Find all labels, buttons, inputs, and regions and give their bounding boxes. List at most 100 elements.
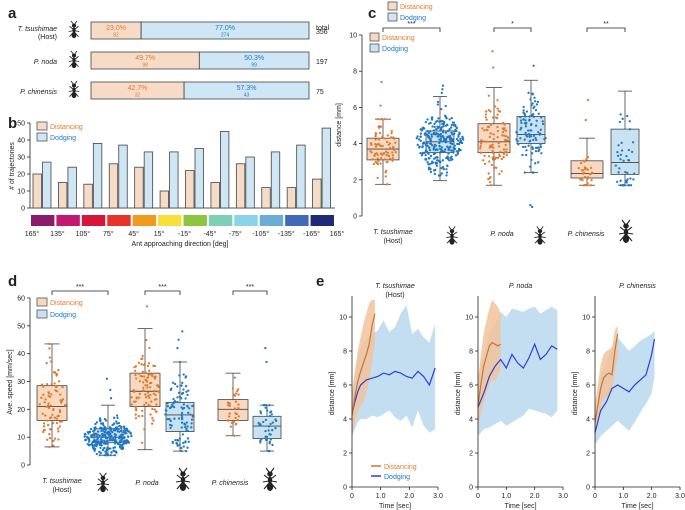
swarm-point — [527, 144, 530, 147]
c-y-tick-label: 10 — [349, 33, 357, 40]
swarm-point — [135, 377, 138, 380]
swarm-point — [89, 427, 93, 431]
swarm-point — [117, 422, 121, 425]
swarm-point — [114, 450, 118, 453]
swarm-point — [439, 127, 442, 130]
swarm-point — [536, 100, 540, 104]
swarm-point — [137, 361, 141, 364]
swarm-point — [150, 422, 154, 425]
e-dodging-line — [477, 342, 558, 408]
ant-icon — [96, 472, 110, 493]
swarm-point — [389, 136, 393, 139]
ant-antennae — [70, 50, 78, 55]
b-y-tick-label: 20 — [17, 172, 25, 179]
swarm-point — [488, 146, 492, 149]
swarm-point — [47, 423, 50, 427]
swarm-point — [101, 449, 105, 452]
swarm-point — [191, 404, 194, 408]
swarm-point — [430, 135, 434, 138]
ant-icon — [618, 219, 634, 243]
swarm-point — [529, 98, 532, 101]
swarm-point — [104, 430, 107, 434]
swarm-point — [113, 454, 117, 457]
ant-legs — [446, 231, 458, 244]
swarm-point — [155, 410, 158, 413]
swarm-point — [42, 422, 46, 425]
swarm-point — [150, 381, 153, 385]
swarm-point — [109, 428, 112, 431]
swarm-point — [53, 416, 56, 419]
c-y-tick-label: 4 — [353, 141, 357, 148]
b-bar-dodging — [296, 144, 306, 209]
swarm-point — [115, 414, 119, 417]
swarm-point — [103, 439, 106, 443]
swarm-point — [259, 441, 262, 444]
swarm-point — [100, 435, 104, 439]
swarm-point — [134, 374, 137, 377]
swarm-point — [442, 168, 445, 171]
swarm-point — [619, 153, 622, 156]
swarm-point — [441, 159, 445, 162]
swarm-point — [502, 155, 505, 159]
swarm-point — [586, 182, 589, 185]
swarm-outlier-point — [177, 338, 180, 341]
swarm-point — [186, 425, 189, 428]
swarm-point — [616, 154, 620, 158]
ant-antennae — [448, 226, 456, 230]
swarm-point — [376, 162, 380, 166]
swarm-point — [134, 417, 138, 420]
swarm-point — [497, 109, 500, 113]
d-y-tick-label: 40 — [17, 351, 25, 358]
swarm-point — [426, 144, 429, 148]
swarm-point — [502, 121, 505, 125]
swarm-point — [116, 422, 119, 425]
swarm-point — [432, 129, 435, 132]
swarm-point — [182, 445, 185, 448]
swarm-point — [525, 135, 529, 138]
swarm-point — [148, 396, 151, 400]
swarm-point — [430, 118, 434, 121]
ant-icon — [68, 20, 80, 39]
swarm-point — [504, 129, 508, 132]
swarm-point — [441, 149, 444, 153]
ant-antennae — [265, 467, 275, 473]
b-bar-dodging — [143, 151, 154, 209]
e-distancing-band — [478, 300, 501, 428]
c-significance-label: *** — [407, 21, 415, 28]
b-bar-dodging — [220, 131, 230, 209]
ant-thorax — [623, 228, 629, 236]
swarm-point — [144, 396, 148, 399]
swarm-point — [176, 396, 179, 399]
swarm-point — [228, 404, 232, 407]
swarm-point — [580, 161, 583, 165]
swarm-point — [168, 406, 172, 410]
direction-color-segment — [158, 215, 182, 226]
swarm-point — [112, 439, 115, 442]
ant-thorax — [72, 87, 76, 93]
swarm-point — [127, 430, 130, 433]
swarm-point — [480, 142, 483, 145]
swarm-point — [531, 113, 534, 117]
swarm-point — [106, 442, 109, 445]
swarm-point — [95, 435, 98, 438]
swarm-point — [426, 161, 429, 164]
swarm-point — [423, 151, 426, 154]
swarm-point — [190, 426, 193, 429]
swarm-point — [450, 155, 453, 158]
swarm-point — [369, 142, 373, 145]
swarm-point — [186, 404, 189, 407]
swarm-point — [58, 410, 62, 414]
direction-color-segment — [208, 215, 233, 226]
swarm-outlier-point — [176, 346, 179, 350]
swarm-point — [169, 419, 172, 423]
swarm-point — [237, 403, 240, 406]
swarm-point — [628, 120, 631, 123]
panel-d-letter: d — [8, 273, 17, 290]
e-x-tick-label: 3.0 — [558, 493, 568, 500]
swarm-point — [418, 145, 421, 148]
b-x-tick-label: 165° — [330, 230, 345, 238]
e-x-axis-label: Time [sec] — [379, 503, 411, 510]
swarm-point — [515, 138, 518, 141]
swarm-point — [385, 150, 388, 153]
swarm-point — [459, 137, 462, 141]
